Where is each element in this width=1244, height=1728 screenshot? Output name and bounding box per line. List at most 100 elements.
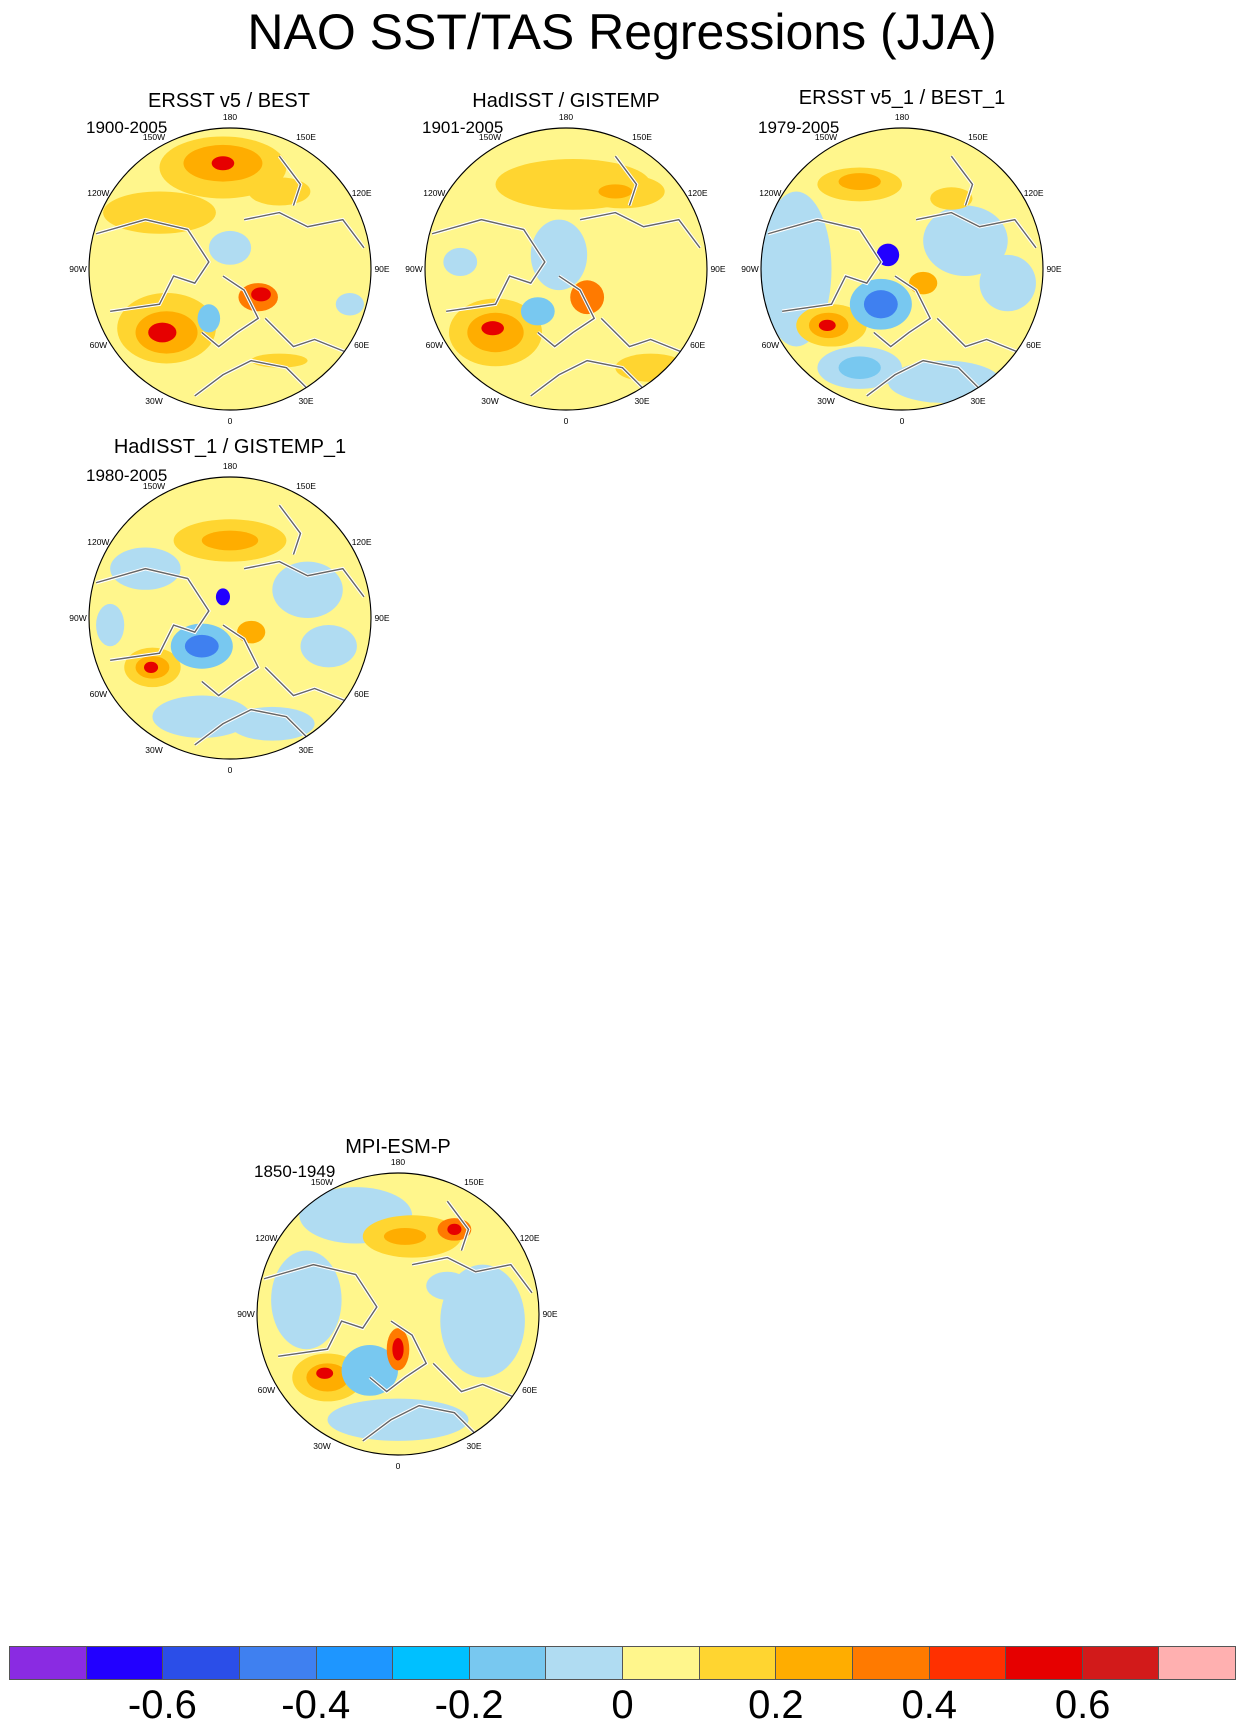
colorbar-swatch [10, 1647, 87, 1679]
anomaly-region [316, 1367, 334, 1379]
coastline [873, 275, 932, 348]
colorbar-label: 0 [611, 1683, 634, 1727]
coastline [767, 218, 882, 312]
longitude-label: 60W [257, 1385, 276, 1395]
colorbar-swatch [163, 1647, 240, 1679]
anomaly-region [838, 173, 881, 191]
anomaly-region [272, 561, 343, 618]
anomaly-region [838, 356, 881, 379]
colorbar-swatch [1082, 1647, 1160, 1679]
longitude-label: 120W [255, 1233, 278, 1243]
anomaly-region [481, 321, 504, 336]
anomaly-region [300, 625, 357, 668]
longitude-label: 60E [690, 340, 706, 350]
longitude-label: 150W [142, 481, 166, 492]
longitude-label: 120E [1023, 188, 1044, 198]
colorbar-label: 0.6 [1054, 1683, 1111, 1727]
longitude-label: 30W [145, 395, 163, 406]
longitude-label: 90E [374, 613, 390, 623]
polar-map [424, 127, 708, 411]
panel-years: 1980-2005 [86, 466, 168, 485]
longitude-label: 90W [69, 264, 87, 274]
longitude-label: 0 [899, 416, 905, 426]
colorbar-swatch [86, 1647, 164, 1679]
colorbar-swatch [776, 1647, 853, 1679]
anomaly-region [248, 177, 311, 206]
polar-map [256, 1172, 540, 1456]
colorbar-label: 0.2 [748, 1683, 804, 1727]
anomaly-region [237, 620, 266, 644]
anomaly-region [909, 271, 938, 295]
anomaly-region [598, 184, 633, 199]
longitude-label: 180 [222, 461, 238, 471]
coastline [537, 275, 596, 348]
colorbar-swatch [1159, 1647, 1235, 1679]
coastline [362, 1404, 477, 1442]
longitude-label: 90W [237, 1309, 255, 1319]
anomaly-region [923, 205, 1008, 277]
coastline [278, 504, 302, 555]
longitude-label: 120E [351, 188, 372, 198]
longitude-label: 60E [354, 340, 370, 350]
longitude-label: 30E [298, 744, 314, 755]
longitude-label: 180 [390, 1157, 406, 1167]
map-border [88, 476, 372, 760]
longitude-label: 30W [145, 744, 163, 755]
coastline [95, 567, 210, 661]
coastline [95, 218, 210, 312]
longitude-label: 150W [310, 1177, 334, 1188]
colorbar-swatch [393, 1647, 470, 1679]
anomaly-region [143, 661, 159, 673]
colorbar-swatch [546, 1647, 623, 1679]
anomaly-region [152, 695, 252, 738]
longitude-label: 90W [405, 264, 423, 274]
longitude-label: 60E [522, 1385, 538, 1395]
anomaly-region [327, 1398, 469, 1441]
anomaly-region [208, 230, 252, 265]
longitude-label: 150W [142, 132, 166, 143]
longitude-label: 60W [89, 689, 108, 699]
panel-title: HadISST / GISTEMP [472, 90, 660, 112]
coastline [194, 708, 309, 746]
longitude-label: 120E [687, 188, 708, 198]
panel-title: ERSST v5 / BEST [148, 90, 310, 112]
longitude-label: 120W [87, 188, 110, 198]
longitude-label: 150E [296, 132, 316, 143]
longitude-label: 120W [759, 188, 782, 198]
coastline [201, 275, 260, 348]
map-background [89, 477, 371, 759]
anomaly-region [251, 287, 271, 302]
longitude-label: 180 [558, 112, 574, 122]
coastline [194, 359, 309, 397]
coastline [243, 560, 365, 598]
polar-map [760, 127, 1044, 411]
longitude-label: 180 [222, 112, 238, 122]
longitude-label: 120W [87, 537, 110, 547]
coastline [243, 211, 365, 249]
colorbar-label: 0.4 [901, 1683, 958, 1727]
coastline [530, 359, 645, 397]
polar-map [88, 127, 372, 411]
anomaly-region [818, 319, 836, 332]
anomaly-region [392, 1337, 404, 1361]
anomaly-region [876, 243, 900, 267]
longitude-label: 0 [227, 416, 233, 426]
longitude-label: 90E [542, 1309, 558, 1319]
anomaly-region [520, 297, 555, 326]
colorbar-swatch [239, 1647, 317, 1679]
coastline [614, 155, 638, 206]
anomaly-region [148, 322, 177, 343]
panel-title: MPI-ESM-P [345, 1136, 451, 1158]
colorbar [9, 1646, 1236, 1680]
anomaly-region [271, 1250, 342, 1350]
anomaly-region [230, 706, 315, 741]
longitude-label: 0 [563, 416, 569, 426]
colorbar-label: -0.2 [434, 1683, 504, 1727]
colorbar-swatch [1006, 1647, 1083, 1679]
map-border [424, 127, 708, 411]
longitude-label: 120E [351, 537, 372, 547]
longitude-label: 150W [478, 132, 502, 143]
colorbar-swatch [469, 1647, 547, 1679]
longitude-label: 30E [634, 395, 650, 406]
longitude-label: 30W [313, 1440, 331, 1451]
